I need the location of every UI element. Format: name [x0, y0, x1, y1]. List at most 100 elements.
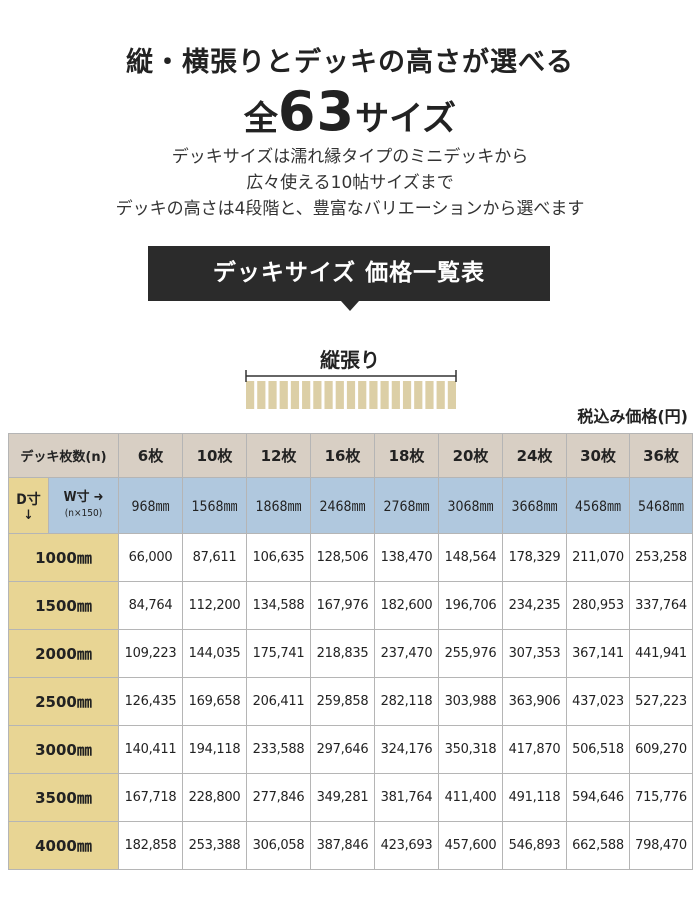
price-cell: 112,200 — [182, 581, 247, 630]
price-cell: 337,764 — [629, 581, 693, 630]
width-formula: (n×150) — [64, 507, 103, 519]
price-cell: 417,870 — [502, 725, 567, 774]
price-row: 2500㎜ 126,435 169,658 206,411 259,858 282,118… — [8, 677, 693, 726]
description-line: 広々使える10帖サイズまで — [246, 173, 454, 193]
vertical-slat-diagram-icon — [245, 370, 457, 409]
tax-included-note: 税込み価格(円) — [577, 407, 688, 426]
size-count-title: 全63サイズ — [0, 80, 700, 143]
deck-slat — [268, 381, 277, 409]
price-cell: 167,718 — [118, 773, 183, 822]
width-cell: 3668㎜ — [502, 477, 567, 534]
price-cell: 297,646 — [310, 725, 375, 774]
price-cell: 234,235 — [502, 581, 567, 630]
price-cell: 363,906 — [502, 677, 567, 726]
price-cell: 233,588 — [246, 725, 311, 774]
price-cell: 140,411 — [118, 725, 183, 774]
price-cell: 211,070 — [566, 533, 630, 582]
deck-slat — [425, 381, 434, 409]
deck-slat — [335, 381, 344, 409]
price-cell: 282,118 — [374, 677, 439, 726]
panel-count-row: デッキ枚数(n) 6枚 10枚 12枚 16枚 18枚 20枚 24枚 30枚 36枚 — [8, 433, 693, 478]
price-cell: 144,035 — [182, 629, 247, 678]
panel-count-cell: 12枚 — [246, 433, 311, 478]
price-cell: 134,588 — [246, 581, 311, 630]
price-list-banner: デッキサイズ 価格一覧表 — [148, 246, 550, 301]
deck-slat — [279, 381, 288, 409]
width-key: W寸 ➜ (n×150) — [49, 478, 118, 533]
price-cell: 798,470 — [629, 821, 693, 870]
price-cell: 594,646 — [566, 773, 630, 822]
price-cell: 527,223 — [629, 677, 693, 726]
price-cell: 167,976 — [310, 581, 375, 630]
price-cell: 259,858 — [310, 677, 375, 726]
price-row: 1000㎜ 66,000 87,611 106,635 128,506 138,470 14… — [8, 533, 693, 582]
panel-count-cell: 24枚 — [502, 433, 567, 478]
price-cell: 280,953 — [566, 581, 630, 630]
price-cell: 546,893 — [502, 821, 567, 870]
panel-count-cell: 20枚 — [438, 433, 503, 478]
price-cell: 349,281 — [310, 773, 375, 822]
depth-key-label: D寸 — [16, 491, 41, 508]
deck-slat — [402, 381, 412, 409]
depth-cell: 1500㎜ — [8, 581, 119, 630]
width-cell: 5468㎜ — [629, 477, 693, 534]
headline: 縦・横張りとデッキの高さが選べる — [126, 47, 574, 78]
price-cell: 237,470 — [374, 629, 439, 678]
deck-slat — [257, 381, 266, 409]
description: デッキサイズは濡れ縁タイプのミニデッキから 広々使える10帖サイズまで デッキの… — [0, 144, 700, 222]
dimension-key-cell: D寸 ↓ W寸 ➜ (n×150) — [8, 477, 119, 534]
price-cell: 218,835 — [310, 629, 375, 678]
price-cell: 109,223 — [118, 629, 183, 678]
panel-count-cell: 36枚 — [629, 433, 693, 478]
price-cell: 182,858 — [118, 821, 183, 870]
deck-slat — [346, 381, 356, 409]
deck-slat — [369, 381, 378, 409]
depth-cell: 1000㎜ — [8, 533, 119, 582]
deck-slat — [313, 381, 322, 409]
price-cell: 423,693 — [374, 821, 439, 870]
price-cell: 148,564 — [438, 533, 503, 582]
title-suffix: サイズ — [355, 99, 457, 139]
description-line: デッキの高さは4段階と、豊富なバリエーションから選べます — [115, 199, 585, 219]
depth-cell: 3500㎜ — [8, 773, 119, 822]
price-cell: 715,776 — [629, 773, 693, 822]
price-cell: 441,941 — [629, 629, 693, 678]
width-cell: 968㎜ — [118, 477, 183, 534]
price-cell: 253,388 — [182, 821, 247, 870]
price-cell: 411,400 — [438, 773, 503, 822]
price-cell: 387,846 — [310, 821, 375, 870]
width-row: D寸 ↓ W寸 ➜ (n×150) 968㎜ 1568㎜ 1868㎜ 2468㎜ 276… — [8, 477, 693, 534]
price-cell: 306,058 — [246, 821, 311, 870]
orientation-label: 縦張り — [320, 348, 380, 372]
price-cell: 324,176 — [374, 725, 439, 774]
width-key-label: W寸 — [63, 489, 90, 505]
deck-slat — [358, 381, 367, 409]
price-cell: 277,846 — [246, 773, 311, 822]
price-cell: 128,506 — [310, 533, 375, 582]
width-cell: 1868㎜ — [246, 477, 311, 534]
width-cell: 2768㎜ — [374, 477, 439, 534]
title-prefix: 全 — [243, 99, 278, 139]
price-cell: 175,741 — [246, 629, 311, 678]
width-cell: 3068㎜ — [438, 477, 503, 534]
deck-slat — [414, 381, 423, 409]
depth-key: D寸 ↓ — [9, 478, 49, 533]
banner-pointer — [341, 301, 359, 311]
price-cell: 126,435 — [118, 677, 183, 726]
price-cell: 457,600 — [438, 821, 503, 870]
panel-count-cell: 10枚 — [182, 433, 247, 478]
price-cell: 196,706 — [438, 581, 503, 630]
price-cell: 609,270 — [629, 725, 693, 774]
deck-slat — [436, 381, 445, 409]
deck-slat — [391, 381, 400, 409]
panel-count-cell: 16枚 — [310, 433, 375, 478]
panel-count-header: デッキ枚数(n) — [8, 433, 119, 478]
price-table: デッキ枚数(n) 6枚 10枚 12枚 16枚 18枚 20枚 24枚 30枚 36枚 D寸 ↓… — [8, 433, 693, 870]
price-cell: 367,141 — [566, 629, 630, 678]
deck-slat — [447, 381, 456, 409]
width-cell: 4568㎜ — [566, 477, 630, 534]
depth-cell: 4000㎜ — [8, 821, 119, 870]
price-row: 3000㎜ 140,411 194,118 233,588 297,646 324,176… — [8, 725, 693, 774]
price-cell: 307,353 — [502, 629, 567, 678]
deck-slat — [324, 381, 333, 409]
